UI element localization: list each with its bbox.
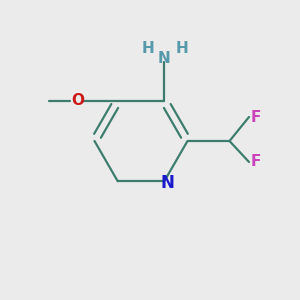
Text: N: N: [160, 174, 174, 192]
Text: F: F: [250, 110, 261, 124]
Text: H: H: [176, 41, 189, 56]
Text: F: F: [250, 154, 261, 169]
Text: H: H: [141, 41, 154, 56]
Text: O: O: [71, 93, 84, 108]
Text: N: N: [158, 51, 171, 66]
